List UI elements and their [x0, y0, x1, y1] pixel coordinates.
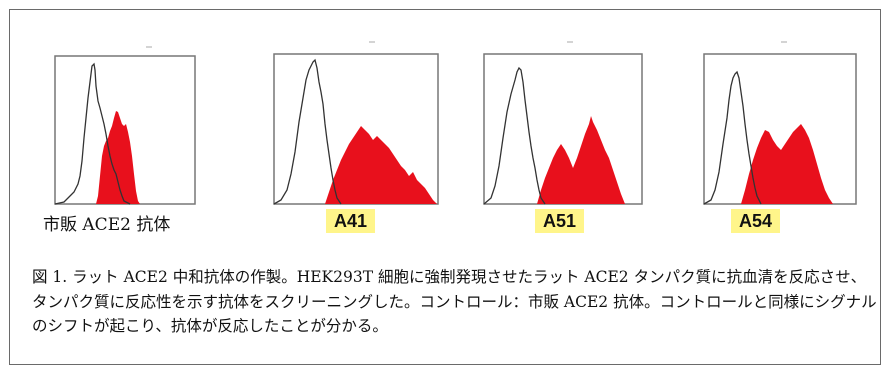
- panel-label-a54: A54: [731, 209, 781, 233]
- stained-histogram-fill: [537, 116, 625, 204]
- control-histogram-outline: [54, 62, 131, 205]
- figure-frame: 市販 ACE2 抗体 A41 A51 A54 図 1. ラット ACE2 中和抗…: [9, 9, 881, 365]
- control-histogram-outline: [703, 70, 762, 205]
- histogram-panel-a51: [483, 40, 647, 208]
- histogram-panel-commercial: [54, 46, 200, 208]
- stained-histogram-fill: [325, 126, 437, 204]
- histogram-panel-a54: [703, 40, 863, 208]
- stained-histogram-fill: [741, 124, 833, 204]
- panel-label-a41: A41: [326, 209, 376, 233]
- histogram-panel-a41: [273, 40, 443, 208]
- figure-caption: 図 1. ラット ACE2 中和抗体の作製。HEK293T 細胞に強制発現させた…: [32, 268, 877, 335]
- control-histogram-outline: [483, 66, 546, 205]
- panel-label-commercial: 市販 ACE2 抗体: [43, 215, 171, 235]
- control-histogram-outline: [273, 58, 342, 205]
- stained-histogram-fill: [96, 111, 140, 204]
- panel-label-a51: A51: [535, 209, 585, 233]
